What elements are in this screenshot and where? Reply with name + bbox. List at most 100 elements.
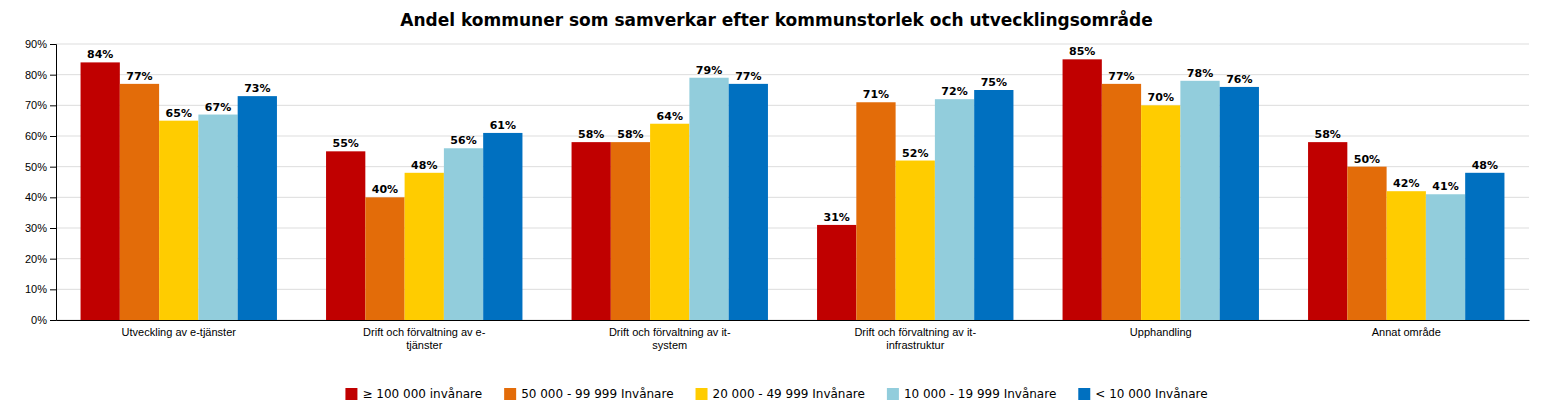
- x-tick-label-line: Upphandling: [1130, 326, 1192, 338]
- data-label: 31%: [824, 211, 850, 224]
- x-tick-label: Utveckling av e-tjänster: [122, 326, 237, 338]
- legend-item: < 10 000 Invånare: [1078, 387, 1207, 401]
- bar: [572, 142, 611, 320]
- legend-item: 20 000 - 49 999 Invånare: [696, 387, 865, 401]
- legend-label: 50 000 - 99 999 Invånare: [521, 387, 673, 401]
- y-tick-mark: [50, 320, 56, 321]
- y-tick: 80%: [25, 69, 56, 81]
- x-tick-label: Drift och förvaltning av it-system: [609, 326, 731, 351]
- bar: [1063, 59, 1102, 320]
- x-tick-label-line: system: [652, 339, 687, 351]
- data-label: 58%: [578, 128, 604, 141]
- series: [81, 59, 1348, 320]
- y-tick-mark: [50, 167, 56, 168]
- bar: [817, 225, 856, 320]
- grid-line: [56, 74, 1529, 75]
- data-label: 67%: [205, 101, 231, 114]
- bar: [1465, 173, 1504, 320]
- x-tick: Utveckling av e-tjänster: [122, 320, 237, 338]
- y-tick-label: 70%: [25, 99, 47, 111]
- legend-label: < 10 000 Invånare: [1095, 387, 1207, 401]
- legend-swatch: [504, 388, 516, 400]
- data-label: 42%: [1393, 177, 1419, 190]
- data-label: 52%: [902, 147, 928, 160]
- y-tick-mark: [50, 44, 56, 45]
- data-label: 70%: [1148, 91, 1174, 104]
- x-axis: Utveckling av e-tjänster Drift och förval…: [57, 320, 1530, 351]
- bar: [1102, 84, 1141, 320]
- bar: [1387, 191, 1426, 320]
- y-tick: 30%: [25, 222, 56, 234]
- data-label: 58%: [617, 128, 643, 141]
- x-tick: Drift och förvaltning av it-infrastruktu…: [854, 320, 976, 351]
- x-axis-line: [57, 320, 1530, 321]
- legend-label: ≥ 100 000 invånare: [362, 387, 482, 401]
- legend-swatch: [1078, 388, 1090, 400]
- y-tick-mark: [50, 136, 56, 137]
- data-label: 50%: [1354, 153, 1380, 166]
- y-tick: 40%: [25, 191, 56, 203]
- y-tick-label: 60%: [25, 130, 47, 142]
- y-tick-mark: [50, 259, 56, 260]
- bar: [856, 102, 895, 320]
- data-labels: 84%55%58%31%85%58%77%40%58%71%77%50%65%4…: [87, 45, 1498, 224]
- bar: [1426, 194, 1465, 320]
- data-label: 41%: [1432, 180, 1458, 193]
- legend-label: 10 000 - 19 999 Invånare: [904, 387, 1056, 401]
- bar: [1180, 81, 1219, 320]
- x-tick: Annat område: [1372, 320, 1441, 338]
- y-tick-label: 40%: [25, 191, 47, 203]
- x-tick-label: Drift och förvaltning av e-tjänster: [363, 326, 486, 351]
- data-label: 71%: [863, 88, 889, 101]
- series: [198, 78, 1465, 320]
- data-label: 61%: [490, 119, 516, 132]
- grid-line: [56, 44, 1529, 45]
- bar: [120, 84, 159, 320]
- bar: [1220, 87, 1259, 320]
- data-label: 72%: [941, 85, 967, 98]
- data-label: 77%: [735, 70, 761, 83]
- y-tick-mark: [50, 289, 56, 290]
- data-label: 77%: [1108, 70, 1134, 83]
- y-tick-label: 50%: [25, 161, 47, 173]
- bar: [974, 90, 1013, 320]
- y-tick: 10%: [25, 283, 56, 295]
- bar: [689, 78, 728, 320]
- data-label: 48%: [411, 159, 437, 172]
- bar: [650, 124, 689, 320]
- data-label: 76%: [1226, 73, 1252, 86]
- plot: 0%10%20%30%40%50%60%70%80%90%Utveckling …: [25, 38, 1530, 351]
- data-label: 78%: [1187, 67, 1213, 80]
- y-tick-label: 90%: [25, 38, 47, 50]
- bars: [81, 59, 1505, 320]
- bar: [1347, 167, 1386, 320]
- y-tick: 70%: [25, 99, 56, 111]
- x-tick-label-line: Annat område: [1372, 326, 1441, 338]
- y-tick-mark: [50, 75, 56, 76]
- legend-swatch: [696, 388, 708, 400]
- y-tick-mark: [50, 197, 56, 198]
- bar: [1308, 142, 1347, 320]
- data-label: 73%: [244, 82, 270, 95]
- grid-line: [56, 105, 1529, 106]
- data-label: 77%: [126, 70, 152, 83]
- y-tick: 60%: [25, 130, 56, 142]
- x-tick-label-line: tjänster: [406, 339, 442, 351]
- y-axis: 0%10%20%30%40%50%60%70%80%90%: [25, 38, 57, 326]
- x-tick-label-line: Drift och förvaltning av it-: [609, 326, 731, 338]
- grid-line: [56, 136, 1529, 137]
- legend: ≥ 100 000 invånare 50 000 - 99 999 Invåna…: [345, 387, 1207, 401]
- bar: [326, 151, 365, 320]
- x-tick: Drift och förvaltning av it-system: [609, 320, 731, 351]
- bar: [896, 161, 935, 320]
- legend-item: 10 000 - 19 999 Invånare: [887, 387, 1056, 401]
- bar: [365, 197, 404, 320]
- x-tick-label: Drift och förvaltning av it-infrastruktu…: [854, 326, 976, 351]
- y-tick-mark: [50, 105, 56, 106]
- y-tick-mark: [50, 228, 56, 229]
- x-tick-label-line: Drift och förvaltning av it-: [854, 326, 976, 338]
- bar: [405, 173, 444, 320]
- chart: Andel kommuner som samverkar efter kommu…: [0, 0, 1553, 412]
- bar: [198, 115, 237, 320]
- data-label: 64%: [657, 110, 683, 123]
